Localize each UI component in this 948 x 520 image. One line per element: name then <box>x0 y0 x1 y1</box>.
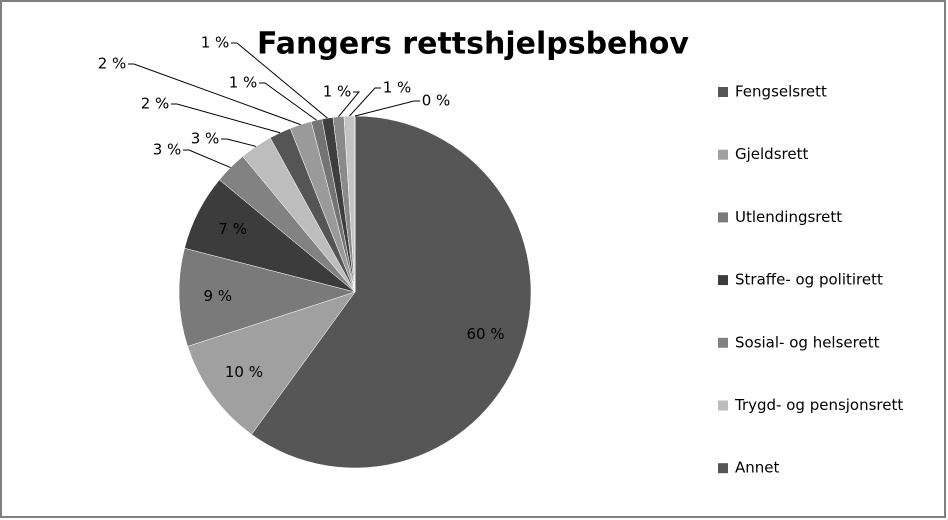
legend-swatch <box>718 275 728 286</box>
data-label: 3 % <box>153 141 182 159</box>
leader-line <box>171 103 281 134</box>
legend-swatch <box>718 149 728 160</box>
leader-line <box>349 87 381 117</box>
data-label: 3 % <box>191 130 220 148</box>
legend-swatch <box>718 400 728 411</box>
data-label: 0 % <box>422 92 451 110</box>
chart-title: Fangers rettshjelpsbehov <box>257 27 689 62</box>
legend-swatch <box>718 463 728 474</box>
legend-label: Sosial- og helserett <box>735 333 880 351</box>
data-label: 60 % <box>467 325 505 343</box>
pie-slice <box>187 291 356 435</box>
data-label: 7 % <box>218 220 247 238</box>
data-label: 10 % <box>225 363 263 381</box>
legend-swatch <box>718 337 728 348</box>
leader-line <box>354 100 420 117</box>
legend-label: Straffe- og politirett <box>735 271 883 289</box>
legend-label: Annet <box>735 459 780 477</box>
leader-line <box>259 82 317 121</box>
data-label: 9 % <box>203 287 232 305</box>
data-label: 1 % <box>383 79 412 97</box>
data-label: 2 % <box>98 55 127 73</box>
pie-slice <box>251 115 532 469</box>
legend-label: Utlendingsrett <box>735 208 842 226</box>
data-label: 2 % <box>141 95 170 113</box>
legend-label: Trygd- og pensjonsrett <box>734 396 903 414</box>
data-label: 1 % <box>229 74 258 92</box>
leader-line <box>183 149 231 169</box>
leader-line <box>231 42 328 119</box>
data-label: 1 % <box>201 34 230 52</box>
leader-line <box>221 138 257 147</box>
legend-swatch <box>718 212 728 223</box>
leader-line <box>338 91 361 118</box>
legend-label: Fengselsrett <box>735 83 827 101</box>
legend-label: Gjeldsrett <box>735 145 808 163</box>
pie-slice <box>178 247 356 347</box>
leader-line <box>128 63 301 126</box>
data-label: 1 % <box>323 83 352 101</box>
legend-swatch <box>718 87 728 97</box>
